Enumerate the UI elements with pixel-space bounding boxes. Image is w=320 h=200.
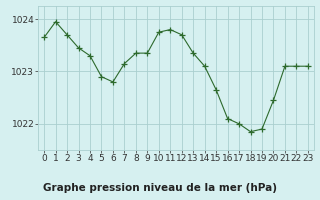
Text: Graphe pression niveau de la mer (hPa): Graphe pression niveau de la mer (hPa) [43,183,277,193]
